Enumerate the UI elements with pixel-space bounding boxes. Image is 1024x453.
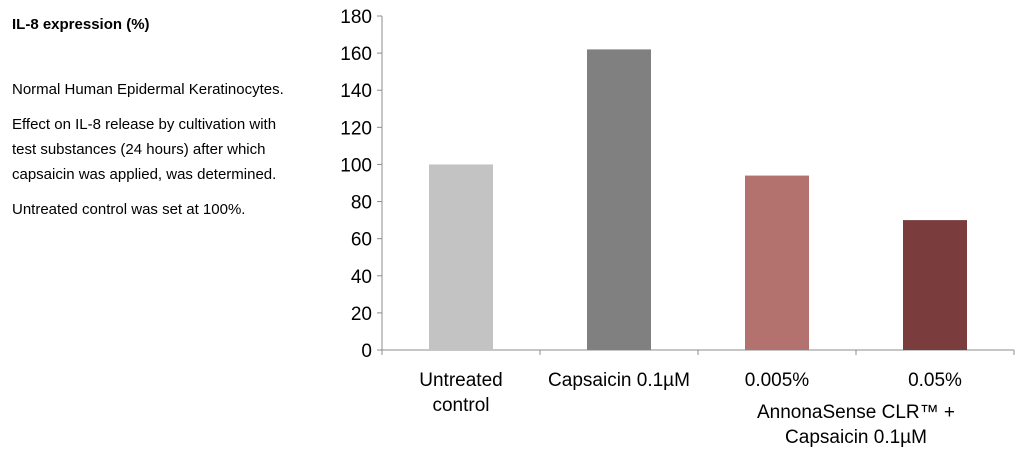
x-category-label: 0.005% [745, 370, 810, 391]
x-category-label: 0.05% [908, 370, 962, 391]
description-paragraph-2: Effect on IL-8 release by cultivation wi… [12, 116, 277, 183]
y-tick-label: 100 [340, 155, 372, 176]
panel-title: IL-8 expression (%) [12, 16, 150, 33]
y-tick-label: 60 [351, 230, 372, 251]
bar [429, 164, 493, 350]
y-tick-label: 140 [340, 81, 372, 102]
y-tick-label: 80 [351, 193, 372, 214]
x-category-label: Untreated [419, 370, 502, 391]
x-group-label: Capsaicin 0.1µM [785, 427, 927, 448]
description-paragraph-3: Untreated control was set at 100%. [12, 201, 246, 218]
y-tick-label: 160 [340, 44, 372, 65]
description-paragraph-1: Normal Human Epidermal Keratinocytes. [12, 81, 284, 98]
y-tick-label: 20 [351, 304, 372, 325]
description-panel: IL-8 expression (%) Normal Human Epiderm… [12, 12, 302, 232]
y-tick-label: 0 [361, 341, 372, 362]
x-group-label: AnnonaSense CLR™ + [757, 402, 955, 423]
x-category-label: Capsaicin 0.1µM [548, 370, 690, 391]
bar [903, 220, 967, 350]
y-tick-label: 120 [340, 118, 372, 139]
y-tick-label: 40 [351, 267, 372, 288]
x-category-label: control [432, 395, 489, 416]
bar [587, 49, 651, 351]
y-tick-label: 180 [340, 7, 372, 28]
bar [745, 175, 809, 350]
